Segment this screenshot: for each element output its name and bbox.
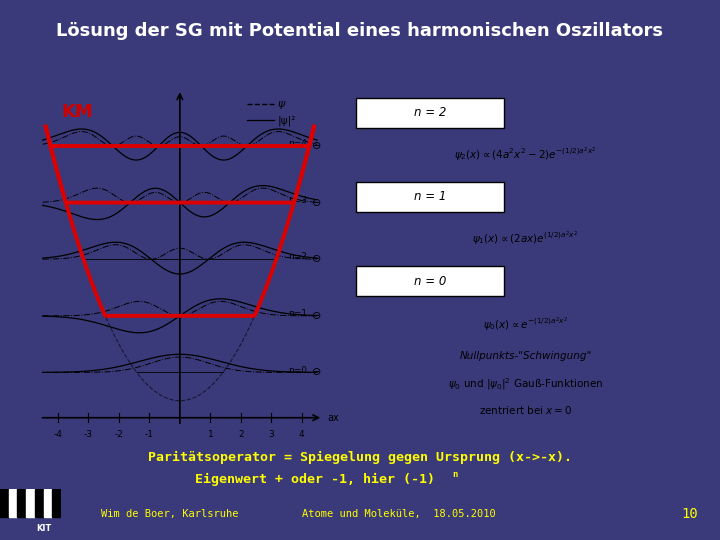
Text: KIT: KIT <box>37 524 52 533</box>
Text: $\psi_0(x) \propto e^{-(1/2)a^2x^2}$: $\psi_0(x) \propto e^{-(1/2)a^2x^2}$ <box>483 315 568 333</box>
Text: Paritätsoperator = Spiegelung gegen Ursprung (x->-x).: Paritätsoperator = Spiegelung gegen Ursp… <box>148 451 572 464</box>
Bar <box>44 489 53 517</box>
Bar <box>35 489 44 517</box>
Text: 2: 2 <box>238 430 243 439</box>
Bar <box>356 182 505 212</box>
Text: n=3: n=3 <box>288 196 307 205</box>
Text: Nullpunkts-"Schwingung": Nullpunkts-"Schwingung" <box>459 350 592 361</box>
Text: n = 0: n = 0 <box>414 275 446 288</box>
Bar <box>17 489 26 517</box>
Text: Eigenwert + oder -1, hier (-1): Eigenwert + oder -1, hier (-1) <box>194 472 435 486</box>
Text: ⊖: ⊖ <box>312 367 322 377</box>
Text: $\psi_0$ und $|\psi_0|^2$ Gauß-Funktionen: $\psi_0$ und $|\psi_0|^2$ Gauß-Funktione… <box>448 376 603 392</box>
Bar <box>53 489 61 517</box>
Text: 1: 1 <box>207 430 213 439</box>
Text: -2: -2 <box>114 430 123 439</box>
Bar <box>356 266 505 296</box>
Text: ψ: ψ <box>277 98 285 109</box>
Text: n=0: n=0 <box>288 366 307 375</box>
Text: 10: 10 <box>682 508 698 521</box>
Text: ⊖: ⊖ <box>312 141 322 151</box>
Text: $\psi_1(x) \propto (2ax)e^{(1/2)a^2x^2}$: $\psi_1(x) \propto (2ax)e^{(1/2)a^2x^2}$ <box>472 230 579 247</box>
Text: -4: -4 <box>53 430 63 439</box>
Text: zentriert bei $x=0$: zentriert bei $x=0$ <box>479 404 572 416</box>
Text: ax: ax <box>328 413 339 423</box>
Text: $\psi_2(x) \propto (4a^2x^2-2)e^{-(1/2)a^2x^2}$: $\psi_2(x) \propto (4a^2x^2-2)e^{-(1/2)a… <box>454 145 597 163</box>
Text: KM: KM <box>61 103 93 121</box>
Bar <box>9 489 17 517</box>
Bar <box>0 489 9 517</box>
Text: ⊖: ⊖ <box>312 198 322 207</box>
Text: n=2: n=2 <box>288 252 307 261</box>
Text: ⊖: ⊖ <box>312 254 322 264</box>
Text: |ψ|²: |ψ|² <box>277 115 296 126</box>
Bar <box>26 489 35 517</box>
Text: n: n <box>452 470 458 480</box>
Text: Lösung der SG mit Potential eines harmonischen Oszillators: Lösung der SG mit Potential eines harmon… <box>56 22 664 40</box>
Text: Wim de Boer, Karlsruhe: Wim de Boer, Karlsruhe <box>101 509 238 519</box>
Text: 4: 4 <box>299 430 305 439</box>
Text: -3: -3 <box>84 430 93 439</box>
Text: Atome und Moleküle,  18.05.2010: Atome und Moleküle, 18.05.2010 <box>302 509 496 519</box>
Bar <box>356 98 505 127</box>
Text: n=4: n=4 <box>288 139 307 148</box>
Text: n = 2: n = 2 <box>414 106 446 119</box>
Text: n = 1: n = 1 <box>414 191 446 204</box>
Text: 3: 3 <box>269 430 274 439</box>
Text: -1: -1 <box>145 430 154 439</box>
Text: ⊖: ⊖ <box>312 311 322 321</box>
Text: n=1: n=1 <box>288 309 307 318</box>
